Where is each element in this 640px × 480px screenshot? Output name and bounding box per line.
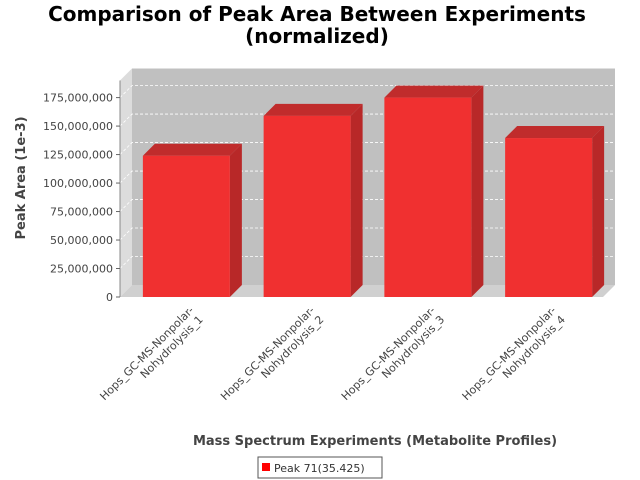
chart-title-line-1: Comparison of Peak Area Between Experime… [48,2,586,26]
x-category-label-line: Hops_GC-MS-Nonpolar- [339,304,438,403]
y-tick-label: 0 [106,291,113,304]
y-tick-label: 25,000,000 [50,263,113,276]
y-tick-label: 150,000,000 [43,120,113,133]
bar [263,103,363,297]
bar-side [350,103,363,297]
y-tick-label: 175,000,000 [43,92,113,105]
bar-top [505,126,605,139]
y-gridline [119,113,615,127]
bar-front [384,97,472,297]
y-gridline [119,227,615,241]
x-category-label: Hops_GC-MS-Nonpolar-Nohydrolysis_2 [218,304,326,412]
y-tick-label: 50,000,000 [50,234,113,247]
bar-front [263,115,351,297]
x-category-label-line: Hops_GC-MS-Nonpolar- [460,304,559,403]
y-gridline [119,256,615,269]
y-gridline [119,199,615,212]
x-category-label-line: Hops_GC-MS-Nonpolar- [218,304,317,403]
y-tick-label: 125,000,000 [43,149,113,162]
y-axis-title: Peak Area (1e-3) [14,116,29,239]
x-category-label: Hops_GC-MS-Nonpolar-Nohydrolysis_4 [460,304,568,412]
y-gridline [119,85,615,98]
legend-label: Peak 71(35.425) [274,462,365,475]
x-axis-title: Mass Spectrum Experiments (Metabolite Pr… [193,434,557,449]
bar [384,85,484,297]
plot-left-wall [120,68,132,297]
bar-front [505,138,593,297]
legend-box [257,456,383,479]
bar-front [142,155,230,297]
legend: Peak 71(35.425) [257,456,383,479]
bar-side [592,126,605,297]
bar-top [142,143,242,156]
x-category-label-line: Hops_GC-MS-Nonpolar- [97,304,196,403]
plot-floor [120,285,615,297]
bar-side [471,85,484,297]
bar-side [229,143,242,297]
y-gridline [119,170,615,184]
bar-top [384,85,484,98]
chart-title-line-2: (normalized) [245,24,389,48]
y-tick-label: 75,000,000 [50,206,113,219]
y-tick-label: 100,000,000 [43,177,113,190]
y-gridline [119,142,615,155]
bar-top [263,103,363,116]
legend-swatch [262,463,270,471]
bar [142,143,242,297]
bar [505,126,605,297]
x-category-label: Hops_GC-MS-Nonpolar-Nohydrolysis_3 [339,304,447,412]
x-category-label: Hops_GC-MS-Nonpolar-Nohydrolysis_1 [97,304,205,412]
